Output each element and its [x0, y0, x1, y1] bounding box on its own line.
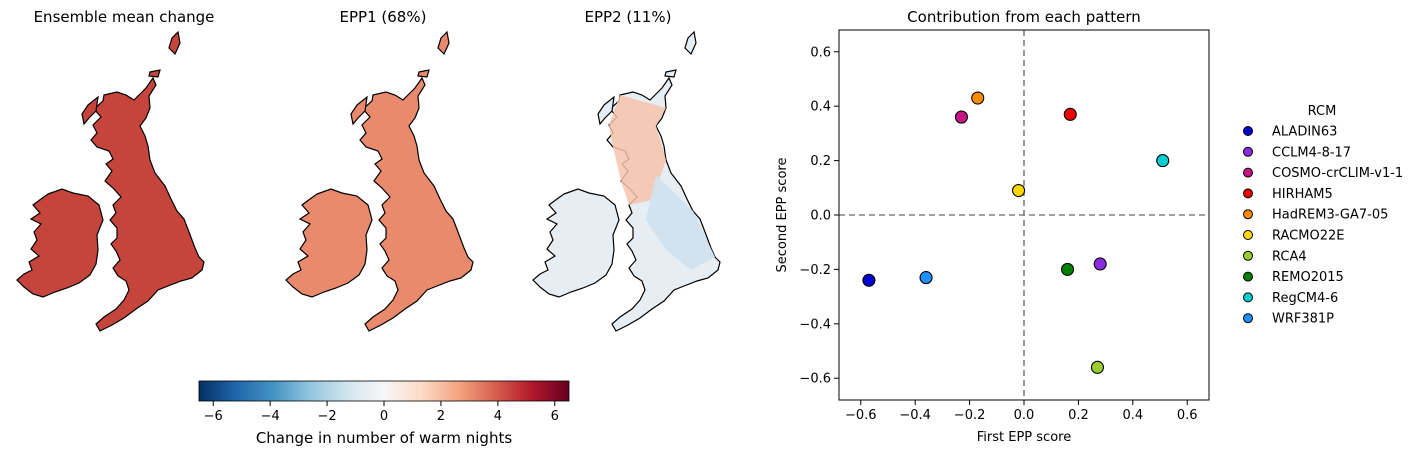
map-epp1	[285, 31, 474, 332]
colorbar-tick-label: 0	[380, 409, 388, 424]
scatter-point	[1012, 183, 1026, 198]
x-tick-label: 0.2	[1068, 408, 1089, 423]
map-panel-epp1: EPP1 (68%)	[285, 8, 474, 332]
colorbar-tick-label: −2	[317, 409, 336, 424]
y-tick-label: −0.2	[799, 263, 831, 278]
legend-marker	[1243, 167, 1253, 178]
colorbar: −6 −4 −2 0 2 4 6 Change in number of warm nigh…	[198, 380, 570, 447]
x-tick-label: 0.4	[1122, 408, 1143, 423]
map-panel-epp2: EPP2 (11%)	[532, 8, 721, 332]
colorbar-label: Change in number of warm nights	[256, 429, 513, 447]
legend-marker	[1243, 146, 1253, 157]
legend-marker	[1243, 188, 1253, 199]
colorbar-tick-label: −4	[261, 409, 280, 424]
colorbar-tick-label: −6	[204, 409, 223, 424]
colorbar-ticks: −6 −4 −2 0 2 4 6	[204, 401, 559, 424]
reference-lines	[839, 30, 1209, 400]
legend-label: ALADIN63	[1272, 125, 1337, 140]
map-title-epp1: EPP1 (68%)	[340, 8, 427, 26]
colorbar-tick-label: 6	[551, 409, 559, 424]
legend-items: ALADIN63 CCLM4-8-17 COSMO-crCLIM-v1-1 HIRHA…	[1243, 125, 1403, 327]
y-tick-label: −0.6	[799, 372, 831, 387]
legend-marker	[1243, 126, 1253, 136]
legend-label: HIRHAM5	[1272, 187, 1333, 202]
scatter-point	[954, 110, 968, 124]
scatter-point	[919, 271, 933, 285]
scatter-point	[1090, 360, 1105, 374]
y-tick-label: −0.4	[799, 317, 831, 332]
legend-label: RCA4	[1272, 249, 1307, 264]
legend-label: HadREM3-GA7-05	[1272, 208, 1388, 223]
legend-marker	[1243, 250, 1253, 261]
y-axis-label: Second EPP score	[775, 158, 790, 273]
x-axis-label: First EPP score	[977, 430, 1071, 445]
map-title-epp2: EPP2 (11%)	[585, 8, 672, 26]
x-tick-label: 0.0	[1014, 408, 1035, 423]
scatter-point	[1093, 257, 1107, 271]
colorbar-tick-label: 2	[437, 409, 445, 424]
legend-marker	[1243, 230, 1253, 240]
x-tick-label: −0.4	[899, 408, 931, 423]
scatter-chart: Contribution from each pattern −0.6 −0.4−…	[775, 8, 1210, 445]
legend-marker	[1243, 209, 1253, 220]
map-epp2	[532, 31, 721, 332]
x-axis-ticks: −0.6 −0.4 −0.2 0.0 0.2 0.4 0.6	[845, 400, 1198, 423]
y-tick-label: 0.6	[810, 45, 831, 60]
y-axis-ticks: −0.6 −0.4 −0.2 0.0 0.2 0.4 0.6	[799, 45, 839, 387]
map-title-mean: Ensemble mean change	[34, 8, 215, 26]
x-tick-label: 0.6	[1177, 408, 1198, 423]
scatter-point	[1063, 107, 1077, 121]
scatter-point	[971, 91, 985, 105]
scatter-point	[1060, 262, 1075, 276]
colorbar-tick-label: 4	[494, 409, 502, 424]
legend-marker	[1243, 292, 1253, 303]
legend: RCM ALADIN63 CCLM4-8-17 COSMO-crCLIM-v1-1 H…	[1243, 104, 1403, 327]
legend-label: CCLM4-8-17	[1272, 145, 1351, 160]
x-tick-label: −0.2	[954, 408, 986, 423]
map-panel-mean: Ensemble mean change	[16, 8, 215, 332]
legend-title: RCM	[1308, 104, 1337, 119]
legend-label: RACMO22E	[1272, 229, 1344, 244]
legend-marker	[1243, 271, 1253, 282]
legend-marker	[1243, 313, 1253, 324]
scatter-point	[862, 273, 876, 287]
scatter-point	[1156, 154, 1170, 168]
scatter-title: Contribution from each pattern	[907, 8, 1141, 26]
legend-label: WRF381P	[1272, 312, 1334, 327]
map-mean	[16, 31, 205, 332]
x-tick-label: −0.6	[845, 408, 877, 423]
y-tick-label: 0.4	[810, 100, 831, 115]
map-panels: Ensemble mean change EPP1 (68%) EPP2 (11…	[16, 8, 721, 332]
scatter-points	[862, 91, 1170, 374]
legend-label: REMO2015	[1272, 270, 1344, 285]
colorbar-gradient	[198, 380, 570, 402]
y-tick-label: 0.0	[810, 209, 831, 224]
y-tick-label: 0.2	[810, 154, 831, 169]
legend-label: RegCM4-6	[1272, 291, 1338, 306]
legend-label: COSMO-crCLIM-v1-1	[1272, 166, 1403, 181]
